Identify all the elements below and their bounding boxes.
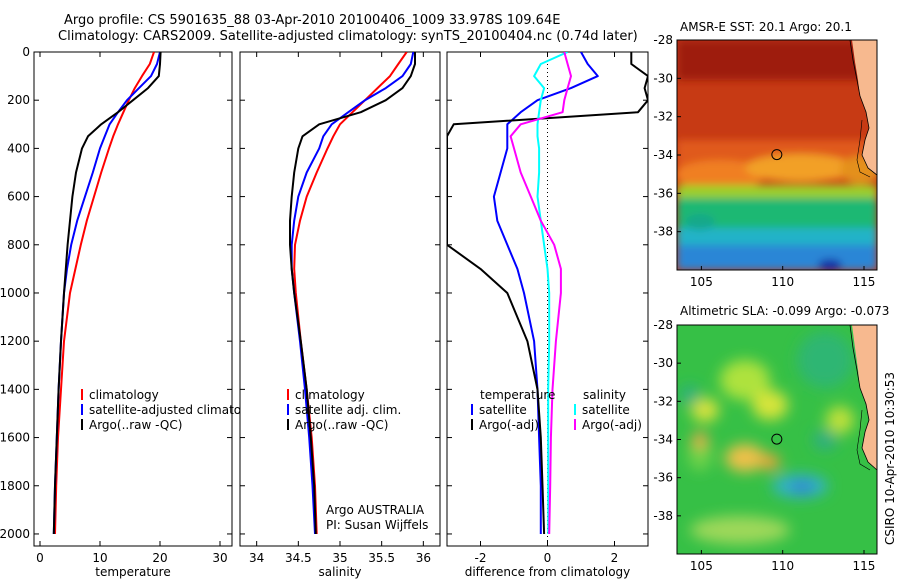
sla-map-x-tick-label: 110 bbox=[771, 559, 794, 573]
depth-tick-label: 400 bbox=[7, 141, 30, 155]
difference-series-line-1 bbox=[447, 52, 648, 535]
temperature-legend-label: satellite-adjusted climatolog bbox=[89, 403, 259, 417]
figure-title-line-2: Climatology: CARS2009. Satellite-adjuste… bbox=[58, 29, 638, 44]
sla-map-y-tick-label: -30 bbox=[653, 356, 673, 370]
sla-map-y-tick-label: -32 bbox=[653, 394, 673, 408]
difference-legend-group-title: temperature bbox=[480, 388, 555, 402]
salinity-panel: 34 34.5 35 35.5 36 salinity climatologysatelli… bbox=[239, 51, 441, 579]
sla-map-title: Altimetric SLA: -0.099 Argo: -0.073 bbox=[680, 304, 889, 318]
salinity-legend-label: satellite adj. clim. bbox=[295, 403, 401, 417]
sla-map-y-tick-label: -34 bbox=[653, 433, 673, 447]
depth-tick-label: 2000 bbox=[0, 527, 30, 541]
temperature-legend-label: Argo(..raw -QC) bbox=[89, 418, 182, 432]
sla-map-field bbox=[677, 325, 877, 554]
difference-series-line-2 bbox=[533, 52, 569, 534]
sst-map-y-tick-label: -36 bbox=[653, 186, 673, 200]
difference-legend-label: Argo(-adj) bbox=[582, 418, 642, 432]
sla-map-y-tick-label: -36 bbox=[653, 471, 673, 485]
difference-x-tick-label: -2 bbox=[475, 551, 487, 565]
temperature-series-line-0 bbox=[54, 52, 155, 535]
salinity-x-axis-label: salinity bbox=[318, 565, 361, 579]
sst-map-y-tick-label: -28 bbox=[653, 33, 673, 47]
difference-series-line-0 bbox=[492, 52, 599, 534]
temperature-x-tick-label: 10 bbox=[92, 551, 107, 565]
sla-map-y-tick-label: -28 bbox=[653, 318, 673, 332]
depth-tick-label: 1600 bbox=[0, 431, 30, 445]
figure-title-line-1: Argo profile: CS 5901635_88 03-Apr-2010 … bbox=[64, 13, 561, 28]
difference-legend-label: Argo(-adj) bbox=[479, 418, 539, 432]
temperature-x-tick-label: 20 bbox=[152, 551, 167, 565]
salinity-legend-label: climatology bbox=[295, 388, 365, 402]
sla-map-x-tick-label: 105 bbox=[690, 559, 713, 573]
depth-tick-label: 0 bbox=[22, 45, 30, 59]
salinity-series-line-2 bbox=[289, 52, 416, 535]
sla-map-x-tick-label: 115 bbox=[853, 559, 876, 573]
sla-map-axes: 105 110 115 -28 -30 -32 -34 -36 -38 bbox=[653, 318, 875, 573]
sst-map-x-tick-label: 115 bbox=[853, 275, 876, 289]
sst-map-y-tick-label: -34 bbox=[653, 148, 673, 162]
salinity-x-tick-label: 35.5 bbox=[368, 551, 395, 565]
sst-map-y-tick-label: -30 bbox=[653, 71, 673, 85]
salinity-plot-frame bbox=[239, 51, 441, 547]
depth-tick-label: 1800 bbox=[0, 479, 30, 493]
difference-series-line-3 bbox=[509, 52, 572, 535]
temperature-x-axis-label: temperature bbox=[95, 565, 170, 579]
temperature-legend-label: climatology bbox=[89, 388, 159, 402]
salinity-annotation-line: Argo AUSTRALIA bbox=[326, 503, 425, 517]
sst-map-x-tick-label: 105 bbox=[690, 275, 713, 289]
difference-x-tick-label: 2 bbox=[611, 551, 619, 565]
salinity-x-tick-label: 36 bbox=[416, 551, 431, 565]
difference-legend-group-title: salinity bbox=[583, 388, 626, 402]
salinity-series-line-1 bbox=[290, 52, 415, 535]
sst-map-x-tick-label: 110 bbox=[771, 275, 794, 289]
sst-map-field bbox=[677, 40, 877, 270]
temperature-plot-frame bbox=[33, 51, 233, 547]
sst-map-y-tick-label: -32 bbox=[653, 110, 673, 124]
sla-map-y-tick-label: -38 bbox=[653, 509, 673, 523]
sla-map-argo-marker bbox=[771, 433, 783, 445]
salinity-x-tick-label: 35 bbox=[332, 551, 347, 565]
depth-tick-label: 1200 bbox=[0, 334, 30, 348]
sst-map-y-tick-label: -38 bbox=[653, 225, 673, 239]
depth-tick-label: 800 bbox=[7, 238, 30, 252]
salinity-annotation-line: PI: Susan Wijffels bbox=[326, 518, 428, 532]
sst-map-title: AMSR-E SST: 20.1 Argo: 20.1 bbox=[680, 20, 852, 34]
depth-tick-label: 1400 bbox=[0, 382, 30, 396]
difference-x-tick-label: 0 bbox=[544, 551, 552, 565]
sst-map: AMSR-E SST: 20.1 Argo: 20.1 105 110 115 -28… bbox=[653, 20, 878, 289]
sst-map-axes: 105 110 115 -28 -30 -32 -34 -36 -38 bbox=[653, 33, 875, 289]
side-timestamp: CSIRO 10-Apr-2010 10:30:53 bbox=[883, 372, 897, 545]
sst-map-argo-marker bbox=[771, 149, 783, 161]
temperature-x-tick-label: 0 bbox=[36, 551, 44, 565]
salinity-x-tick-label: 34 bbox=[249, 551, 264, 565]
depth-tick-label: 200 bbox=[7, 93, 30, 107]
temperature-x-tick-label: 30 bbox=[212, 551, 227, 565]
sla-map: Altimetric SLA: -0.099 Argo: -0.073 105 1… bbox=[653, 304, 889, 573]
difference-legend-label: satellite bbox=[479, 403, 527, 417]
salinity-legend-label: Argo(..raw -QC) bbox=[295, 418, 388, 432]
difference-legend-label: satellite bbox=[582, 403, 630, 417]
temperature-series-line-2 bbox=[52, 52, 162, 535]
difference-x-axis-label: difference from climatology bbox=[465, 565, 631, 579]
depth-tick-label: 1000 bbox=[0, 286, 30, 300]
depth-tick-label: 600 bbox=[7, 190, 30, 204]
salinity-x-tick-label: 34.5 bbox=[285, 551, 312, 565]
temperature-panel: 0 10 20 30 temperature 0 200 400 600 800 1000 1200 1… bbox=[0, 45, 259, 579]
